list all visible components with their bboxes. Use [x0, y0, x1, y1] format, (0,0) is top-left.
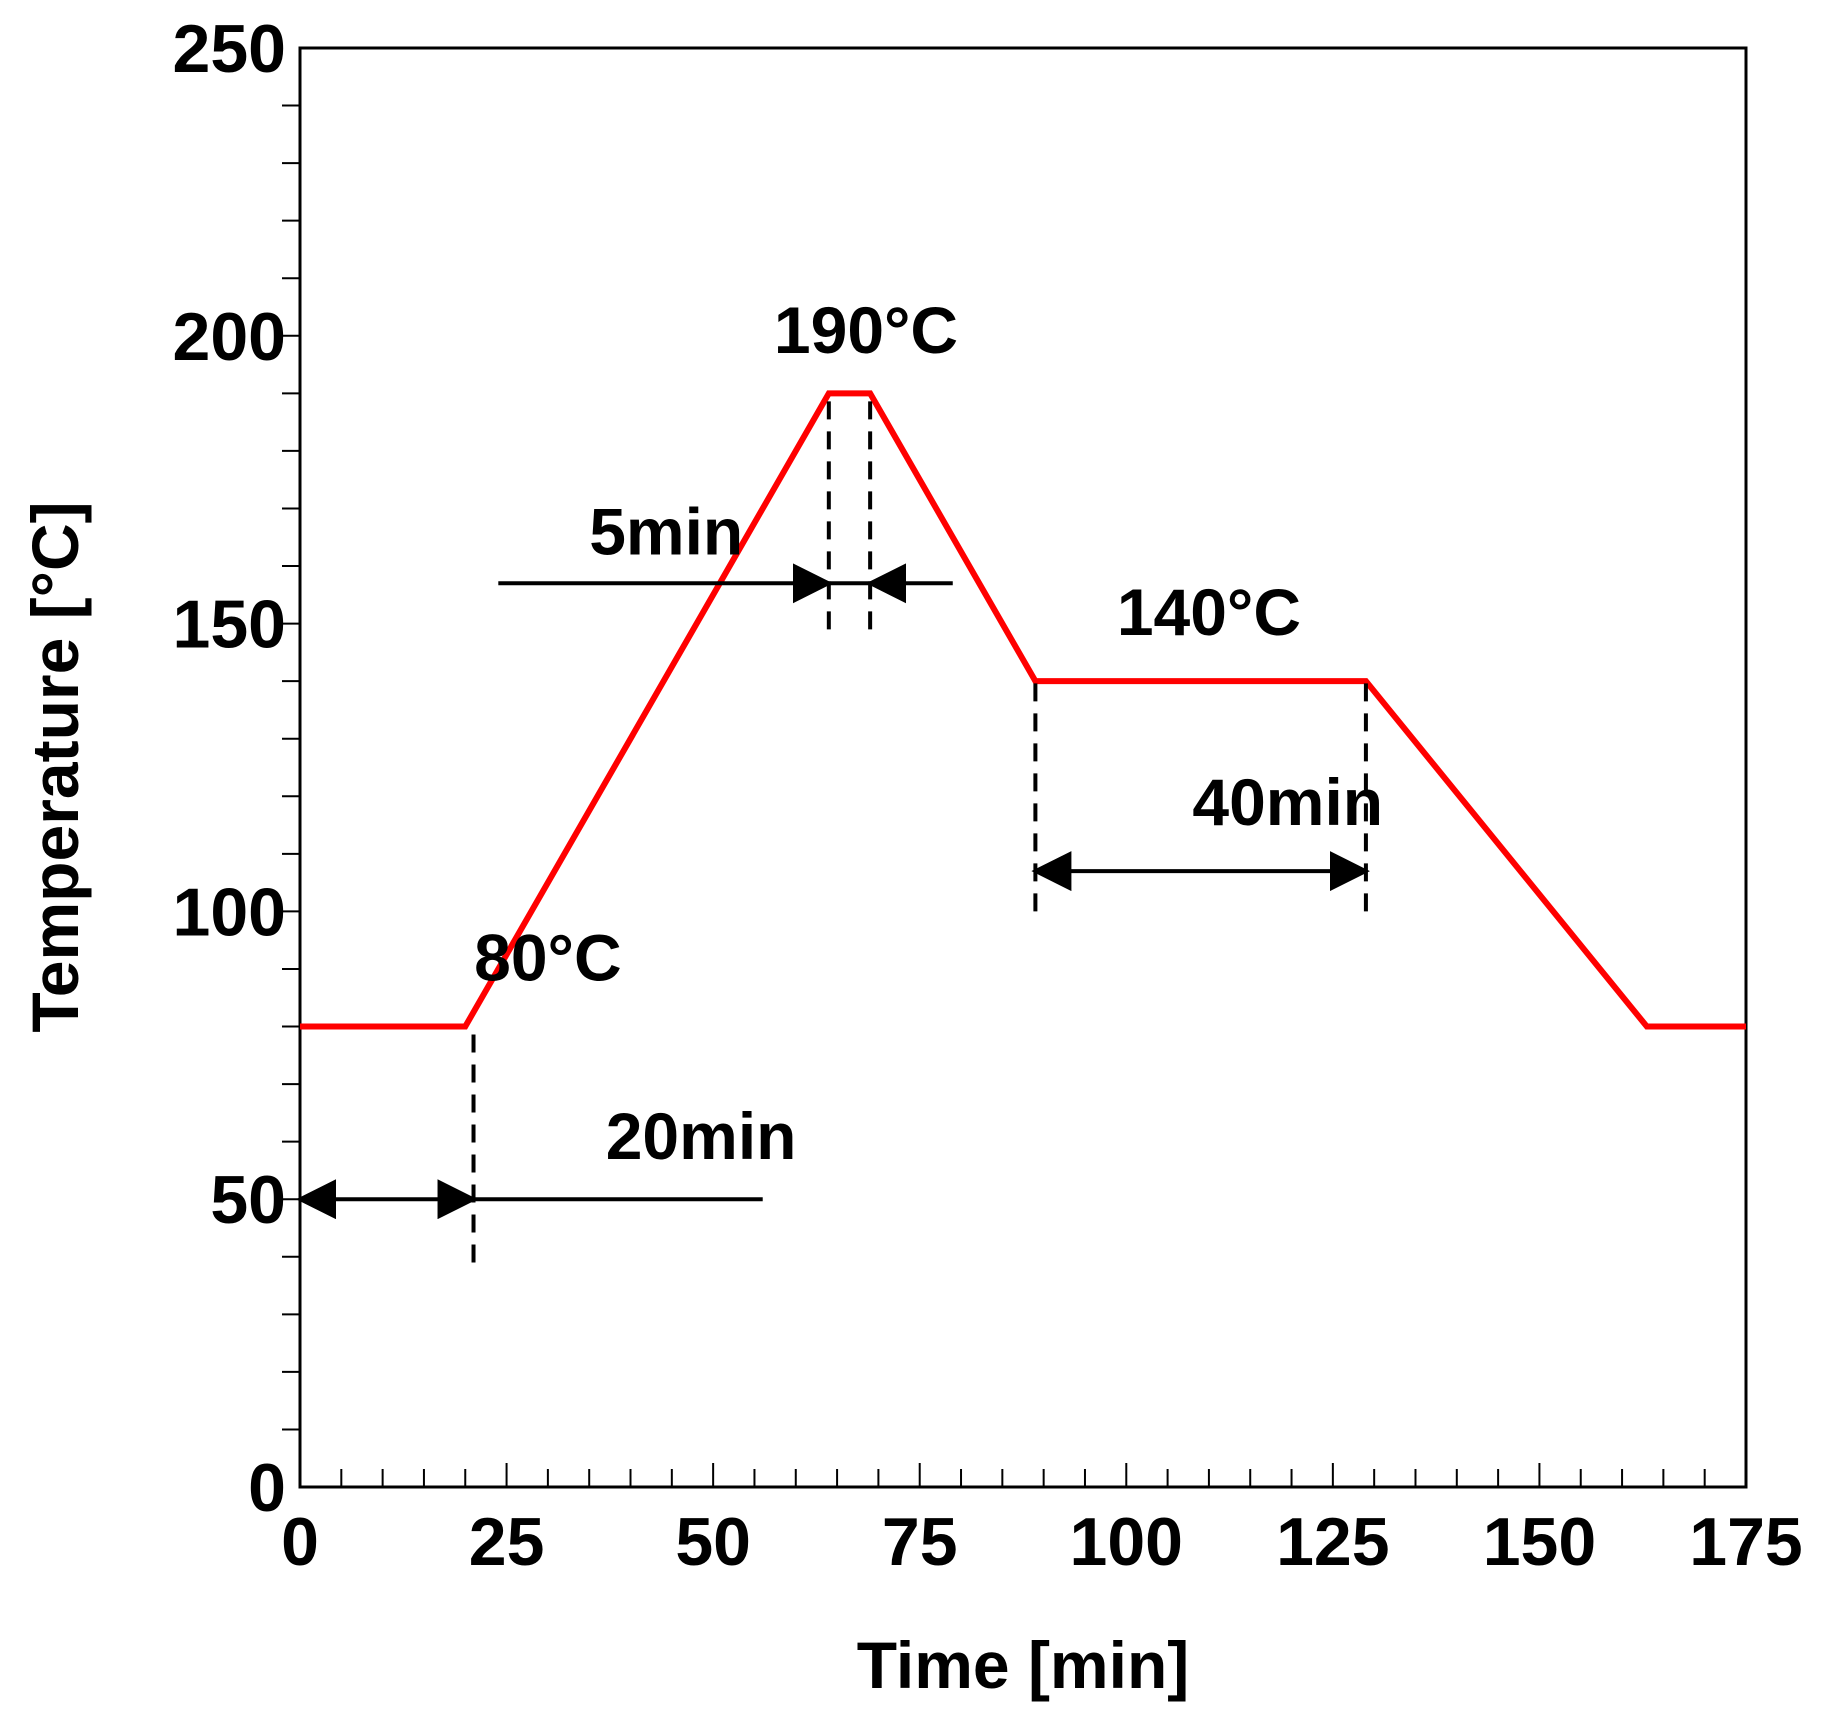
y-tick-label: 100	[173, 874, 286, 950]
temperature-profile-line	[300, 390, 1746, 1030]
x-tick-label: 175	[1689, 1504, 1802, 1580]
y-tick-label: 50	[210, 1162, 286, 1238]
duration-label: 40min	[1192, 765, 1383, 839]
x-tick-label: 0	[281, 1504, 319, 1580]
x-axis: 0 25 50 75 100 125 150 175	[281, 1463, 1803, 1580]
x-tick-label: 125	[1276, 1504, 1389, 1580]
series-layer	[300, 390, 1746, 1030]
y-tick-label: 150	[173, 587, 286, 663]
y-tick-label: 200	[173, 299, 286, 375]
annotation-layer: 190°C 140°C 80°C 5min 40min 20min	[296, 293, 1383, 1263]
x-axis-label: Time [min]	[857, 1628, 1189, 1702]
x-tick-label: 50	[675, 1504, 751, 1580]
plot-frame	[298, 46, 1748, 1489]
x-tick-label: 25	[469, 1504, 545, 1580]
duration-label: 20min	[606, 1099, 797, 1173]
y-axis: 0 50 100 150 200 250	[173, 11, 300, 1526]
duration-label: 5min	[589, 495, 743, 569]
x-tick-label: 100	[1070, 1504, 1183, 1580]
temperature-label: 190°C	[774, 293, 958, 367]
temperature-label: 140°C	[1117, 575, 1301, 649]
y-axis-label: Temperature [°C]	[18, 501, 92, 1032]
y-tick-label: 250	[173, 11, 286, 87]
x-tick-label: 75	[882, 1504, 958, 1580]
y-tick-label: 0	[248, 1450, 286, 1526]
temperature-label: 80°C	[474, 920, 621, 994]
x-tick-label: 150	[1483, 1504, 1596, 1580]
